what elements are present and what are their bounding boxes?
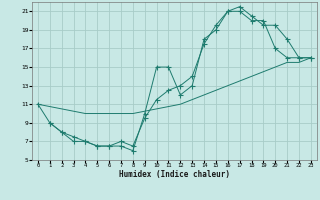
X-axis label: Humidex (Indice chaleur): Humidex (Indice chaleur) <box>119 170 230 179</box>
